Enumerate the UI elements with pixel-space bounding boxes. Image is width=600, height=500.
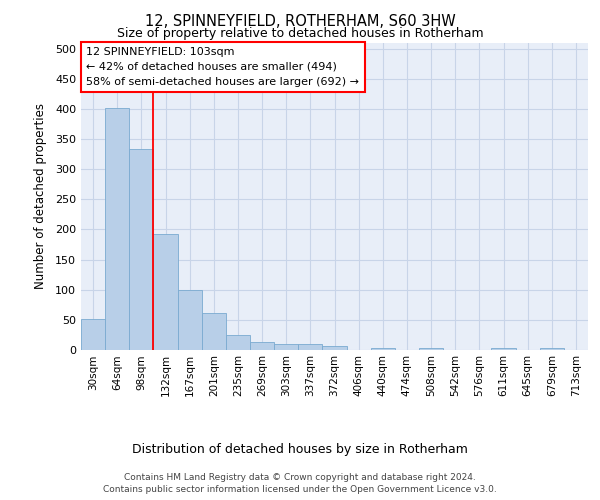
Text: Contains public sector information licensed under the Open Government Licence v3: Contains public sector information licen… — [103, 485, 497, 494]
Text: Contains HM Land Registry data © Crown copyright and database right 2024.: Contains HM Land Registry data © Crown c… — [124, 472, 476, 482]
Bar — [105, 108, 129, 350]
Bar — [178, 290, 202, 350]
Bar — [491, 348, 515, 350]
Bar — [298, 344, 322, 350]
Bar — [322, 346, 347, 350]
Text: Distribution of detached houses by size in Rotherham: Distribution of detached houses by size … — [132, 442, 468, 456]
Bar — [129, 149, 154, 350]
Text: 12, SPINNEYFIELD, ROTHERHAM, S60 3HW: 12, SPINNEYFIELD, ROTHERHAM, S60 3HW — [145, 14, 455, 29]
Bar — [202, 312, 226, 350]
Bar — [274, 344, 298, 350]
Bar — [371, 348, 395, 350]
Bar — [154, 234, 178, 350]
Bar — [250, 342, 274, 350]
Bar — [419, 348, 443, 350]
Bar — [226, 335, 250, 350]
Bar — [81, 318, 105, 350]
Text: Size of property relative to detached houses in Rotherham: Size of property relative to detached ho… — [116, 28, 484, 40]
Y-axis label: Number of detached properties: Number of detached properties — [34, 104, 47, 289]
Bar — [540, 348, 564, 350]
Text: 12 SPINNEYFIELD: 103sqm
← 42% of detached houses are smaller (494)
58% of semi-d: 12 SPINNEYFIELD: 103sqm ← 42% of detache… — [86, 47, 359, 86]
